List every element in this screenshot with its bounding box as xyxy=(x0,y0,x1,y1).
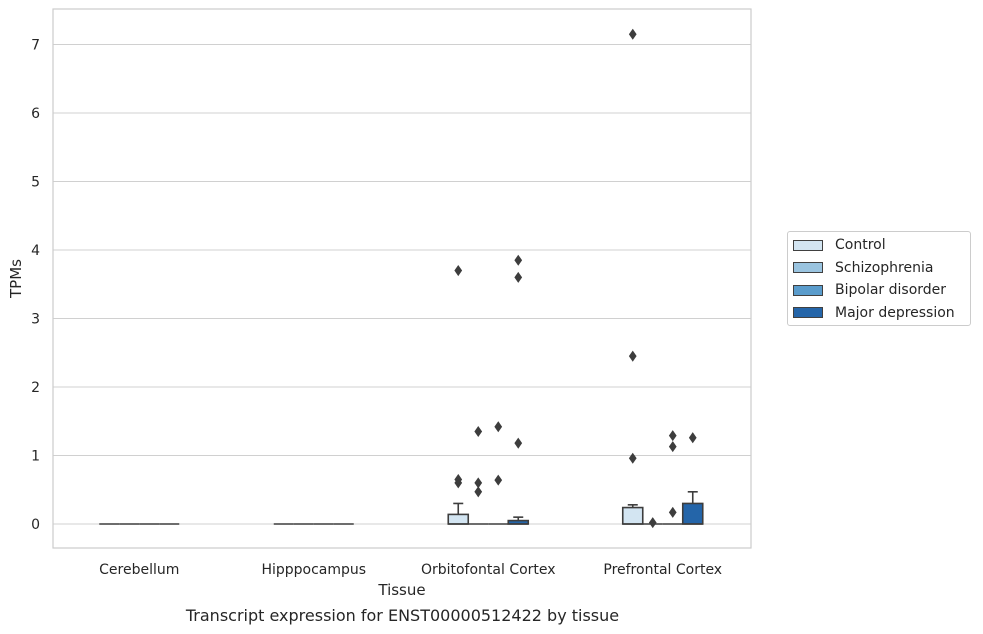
box-body xyxy=(447,513,470,525)
outlier-point xyxy=(668,430,677,442)
legend-item-schizophrenia: Schizophrenia xyxy=(793,259,933,277)
x-tick-label: Hipppocampus xyxy=(261,562,366,578)
outlier-point xyxy=(474,486,483,498)
outlier-point xyxy=(688,432,697,444)
legend-swatch-control xyxy=(793,239,823,251)
legend-label-schizophrenia: Schizophrenia xyxy=(835,259,934,276)
box-3-3 xyxy=(681,432,704,525)
y-tick-labels: 0 1 2 3 4 5 6 7 xyxy=(31,38,40,534)
y-tick-label: 3 xyxy=(31,312,40,328)
y-tick-label: 1 xyxy=(31,449,40,465)
y-tick-label: 2 xyxy=(31,380,40,396)
legend-swatch-bipolar xyxy=(793,284,823,296)
box-3-2 xyxy=(507,254,530,525)
outlier-point xyxy=(628,350,637,362)
outlier-point xyxy=(474,426,483,438)
outlier-point xyxy=(514,271,523,283)
legend-swatch-major-depression xyxy=(793,307,823,318)
chart-caption: Transcript expression for ENST0000051242… xyxy=(185,606,620,625)
outlier-point xyxy=(648,517,657,529)
legend-label-control: Control xyxy=(835,237,886,253)
outlier-point xyxy=(474,477,483,489)
box-series xyxy=(99,28,704,529)
y-tick-label: 6 xyxy=(31,106,40,122)
y-tick-label: 5 xyxy=(31,175,40,191)
outlier-point xyxy=(628,28,637,40)
x-tick-label: Orbitofontal Cortex xyxy=(421,562,556,578)
legend-item-major-depression: Major depression xyxy=(793,304,955,322)
legend: Control Schizophrenia Bipolar disorder M… xyxy=(787,231,971,326)
y-axis-label: TPMs xyxy=(7,259,25,299)
y-tick-label: 7 xyxy=(31,38,40,54)
plot-frame xyxy=(52,8,752,549)
x-tick-labels: Cerebellum Hipppocampus Orbitofontal Corte… xyxy=(99,562,722,578)
outlier-point xyxy=(454,265,463,277)
gridlines xyxy=(53,43,751,525)
outlier-point xyxy=(514,437,523,449)
outlier-point xyxy=(454,473,463,485)
y-tick-label: 0 xyxy=(31,517,40,533)
legend-label-major-depression: Major depression xyxy=(835,304,955,321)
box-2-2 xyxy=(488,421,509,525)
y-tick-label: 4 xyxy=(31,243,40,259)
outlier-point xyxy=(628,452,637,464)
x-tick-label: Prefrontal Cortex xyxy=(603,562,722,578)
x-tick-label: Cerebellum xyxy=(99,562,179,578)
legend-swatch-schizophrenia xyxy=(793,262,823,273)
box-body xyxy=(681,502,704,525)
outlier-point xyxy=(494,474,503,486)
outlier-point xyxy=(668,506,677,518)
box-body xyxy=(621,506,644,525)
outlier-point xyxy=(514,254,523,266)
box-1-3 xyxy=(642,517,663,529)
x-axis-label: Tissue xyxy=(377,581,425,599)
box-1-2 xyxy=(468,426,489,525)
box-2-3 xyxy=(662,430,683,525)
outlier-point xyxy=(668,441,677,453)
legend-label-bipolar: Bipolar disorder xyxy=(835,282,947,298)
legend-item-bipolar: Bipolar disorder xyxy=(793,281,946,299)
box-0-3 xyxy=(621,28,644,525)
legend-item-control: Control xyxy=(793,236,886,254)
box-0-2 xyxy=(447,265,470,525)
outlier-point xyxy=(494,421,503,433)
